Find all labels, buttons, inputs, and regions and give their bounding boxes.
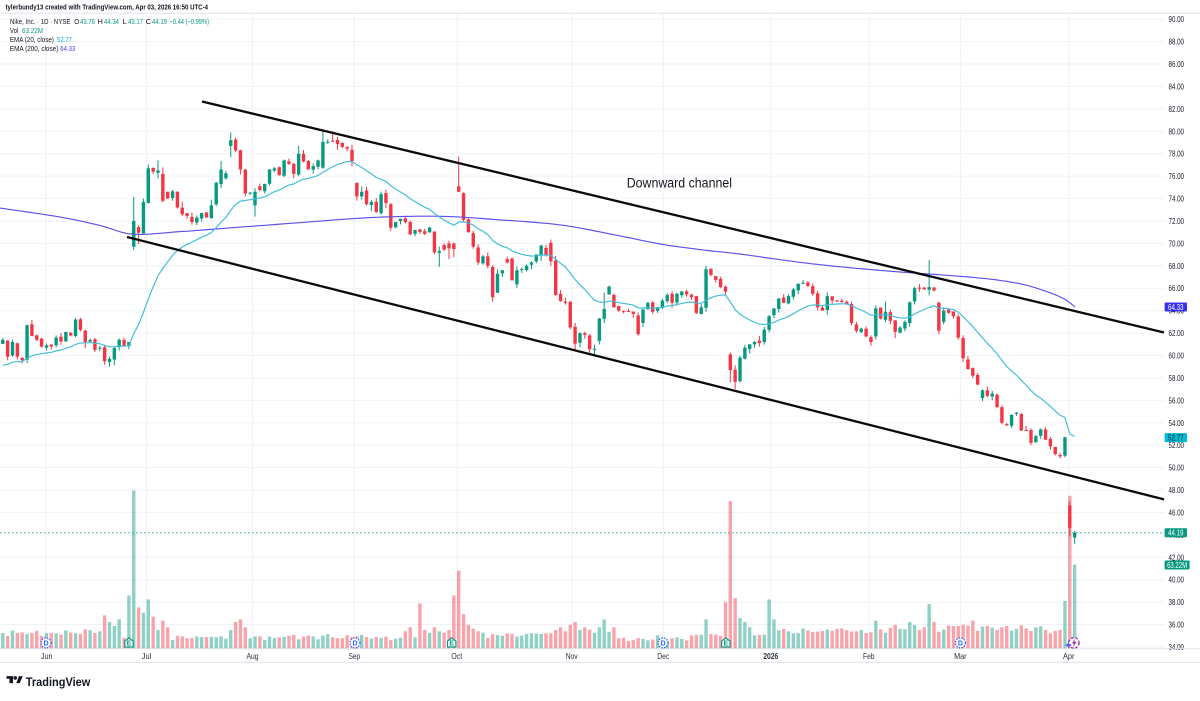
svg-text:Oct: Oct xyxy=(451,651,463,661)
svg-text:70.00: 70.00 xyxy=(1169,238,1185,248)
svg-text:63.22M: 63.22M xyxy=(22,26,43,35)
svg-text:88.00: 88.00 xyxy=(1169,37,1185,47)
svg-text:74.00: 74.00 xyxy=(1169,194,1185,204)
svg-text:68.00: 68.00 xyxy=(1169,261,1185,271)
svg-text:43.17: 43.17 xyxy=(128,17,143,26)
svg-text:46.00: 46.00 xyxy=(1169,507,1185,517)
svg-text:42.00: 42.00 xyxy=(1169,552,1185,562)
svg-text:Mar: Mar xyxy=(954,651,967,661)
svg-text:40.00: 40.00 xyxy=(1169,575,1185,585)
svg-text:D: D xyxy=(352,640,357,647)
svg-text:52.77: 52.77 xyxy=(57,35,72,44)
svg-text:O: O xyxy=(74,17,79,26)
svg-text:Downward channel: Downward channel xyxy=(627,175,732,190)
svg-text:D: D xyxy=(43,640,48,647)
svg-text:44.19: 44.19 xyxy=(152,17,167,26)
svg-text:48.00: 48.00 xyxy=(1169,485,1185,495)
svg-text:Nike, Inc. · 1D · NYSE: Nike, Inc. · 1D · NYSE xyxy=(10,17,71,26)
svg-text:D: D xyxy=(660,640,665,647)
svg-text:D: D xyxy=(958,640,963,647)
svg-text:52.77: 52.77 xyxy=(1168,433,1184,443)
svg-text:80.00: 80.00 xyxy=(1169,126,1185,136)
svg-text:C: C xyxy=(146,17,152,26)
svg-text:L: L xyxy=(123,17,127,26)
svg-text:Sep: Sep xyxy=(349,651,361,661)
svg-text:Jun: Jun xyxy=(41,651,53,661)
svg-text:E: E xyxy=(723,640,728,647)
svg-text:43.76: 43.76 xyxy=(80,17,95,26)
svg-text:E: E xyxy=(127,640,132,647)
svg-text:2026: 2026 xyxy=(763,651,778,661)
svg-text:90.00: 90.00 xyxy=(1169,14,1185,24)
svg-text:tylerbundy13 created with Trad: tylerbundy13 created with TradingView.co… xyxy=(6,3,209,12)
svg-text:EMA (20, close): EMA (20, close) xyxy=(10,35,54,44)
svg-text:56.00: 56.00 xyxy=(1169,395,1185,405)
svg-text:Dec: Dec xyxy=(657,651,670,661)
svg-text:Vol: Vol xyxy=(10,26,19,35)
svg-text:44.19: 44.19 xyxy=(1168,528,1184,538)
svg-text:34.00: 34.00 xyxy=(1169,642,1185,652)
svg-text:86.00: 86.00 xyxy=(1169,59,1185,69)
svg-text:50.00: 50.00 xyxy=(1169,463,1185,473)
svg-text:84.00: 84.00 xyxy=(1169,82,1185,92)
svg-text:66.00: 66.00 xyxy=(1169,283,1185,293)
svg-text:TradingView: TradingView xyxy=(26,677,91,689)
svg-text:Nov: Nov xyxy=(566,651,579,661)
svg-text:76.00: 76.00 xyxy=(1169,171,1185,181)
svg-text:Aug: Aug xyxy=(247,651,259,661)
svg-text:63.22M: 63.22M xyxy=(1167,560,1187,570)
svg-text:64.33: 64.33 xyxy=(1168,302,1184,312)
svg-text:82.00: 82.00 xyxy=(1169,104,1185,114)
svg-text:44.34: 44.34 xyxy=(104,17,119,26)
svg-text:Apr: Apr xyxy=(1063,651,1075,661)
svg-text:60.00: 60.00 xyxy=(1169,351,1185,361)
svg-text:58.00: 58.00 xyxy=(1169,373,1185,383)
svg-text:78.00: 78.00 xyxy=(1169,149,1185,159)
svg-text:36.00: 36.00 xyxy=(1169,620,1185,630)
svg-text:38.00: 38.00 xyxy=(1169,597,1185,607)
svg-text:72.00: 72.00 xyxy=(1169,216,1185,226)
svg-text:H: H xyxy=(98,17,103,26)
svg-text:Feb: Feb xyxy=(863,651,875,661)
svg-text:E: E xyxy=(449,640,454,647)
svg-text:62.00: 62.00 xyxy=(1169,328,1185,338)
svg-text:54.00: 54.00 xyxy=(1169,418,1185,428)
svg-text:Jul: Jul xyxy=(142,651,152,661)
svg-text:EMA (200, close): EMA (200, close) xyxy=(10,44,59,53)
svg-text:52.00: 52.00 xyxy=(1169,440,1185,450)
svg-text:−0.44 (−0.99%): −0.44 (−0.99%) xyxy=(170,17,210,26)
svg-text:64.33: 64.33 xyxy=(60,44,75,53)
